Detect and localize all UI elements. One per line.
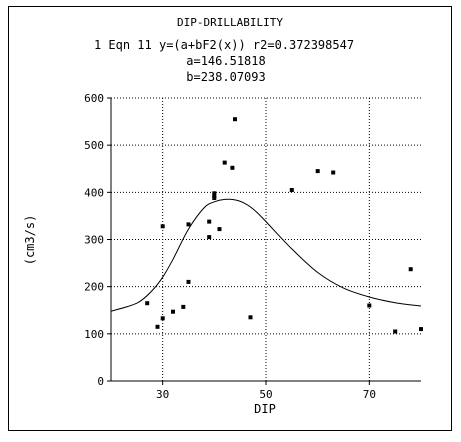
axes [107, 97, 421, 385]
data-point [419, 327, 423, 332]
data-points [145, 117, 423, 334]
data-point [207, 219, 212, 224]
data-point [155, 324, 160, 329]
y-tick-label: 200 [84, 281, 104, 294]
data-point [186, 279, 191, 284]
tick-labels: 0 100 200 300 400 500 600 30 50 70 [84, 92, 376, 401]
fit-param-b: b=238.07093 [186, 70, 265, 84]
fit-equation: 1 Eqn 11 y=(a+bF2(x)) r2=0.372398547 [94, 38, 354, 52]
data-point [248, 315, 253, 320]
data-point [217, 227, 222, 232]
data-point [207, 235, 212, 240]
data-point [171, 309, 175, 314]
fit-curve-group [110, 198, 422, 312]
chart-frame [8, 6, 452, 431]
data-point [367, 303, 372, 308]
y-tick-label: 500 [84, 139, 104, 152]
data-point [233, 117, 237, 122]
data-point [315, 169, 320, 174]
data-point [145, 301, 150, 306]
chart-title: DIP-DRILLABILITY [177, 16, 283, 29]
y-tick-label: 100 [84, 328, 104, 341]
y-tick-label: 300 [84, 234, 104, 247]
x-tick-label: 70 [363, 388, 376, 401]
grid-lines [111, 97, 421, 381]
data-point [160, 316, 165, 321]
x-tick-label: 30 [156, 388, 169, 401]
fit-curve [110, 198, 422, 312]
x-tick-label: 50 [259, 388, 272, 401]
y-tick-label: 600 [84, 92, 104, 105]
data-point [186, 222, 191, 227]
data-point [331, 170, 336, 175]
fit-param-a: a=146.51818 [186, 54, 265, 68]
data-point [212, 191, 217, 196]
y-axis-label: (cm3/s) [23, 215, 37, 266]
y-tick-label: 0 [97, 375, 104, 388]
data-point [289, 188, 294, 192]
data-point [181, 304, 186, 309]
data-point [393, 329, 398, 334]
data-point [408, 267, 413, 272]
y-tick-label: 400 [84, 186, 104, 199]
data-point [160, 224, 165, 229]
data-point [212, 194, 217, 199]
data-point [222, 160, 227, 165]
data-point [230, 165, 235, 170]
x-axis-label: DIP [254, 402, 276, 416]
